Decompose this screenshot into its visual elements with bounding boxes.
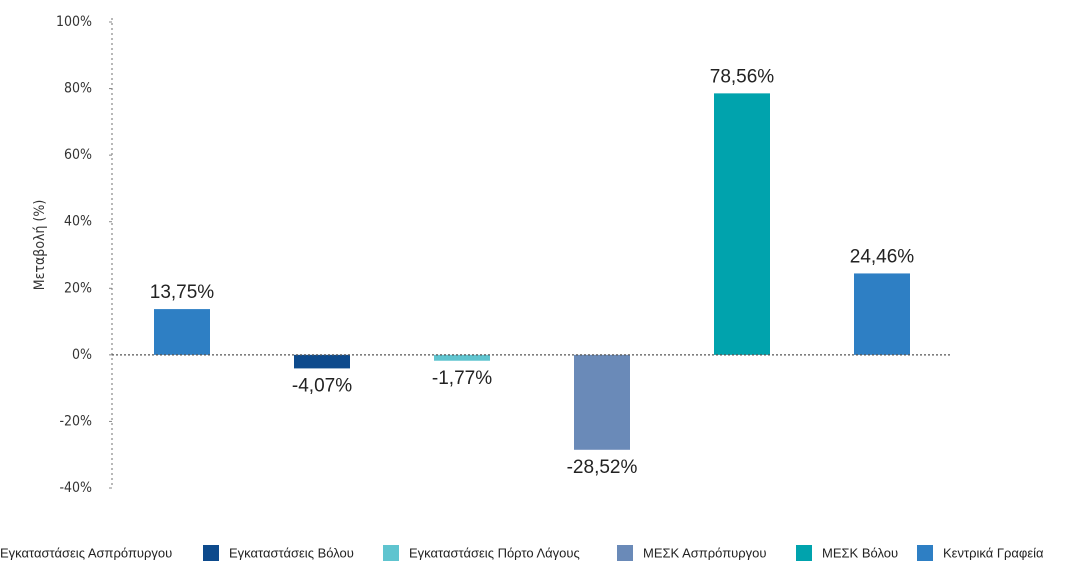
legend-swatch <box>203 545 219 561</box>
value-label: 78,56% <box>710 66 775 87</box>
y-tick-label: 100% <box>56 14 92 30</box>
legend-swatch <box>796 545 812 561</box>
bar <box>574 354 630 450</box>
bar <box>154 309 210 355</box>
legend-label: Εγκαταστάσεις Βόλου <box>229 545 354 560</box>
y-tick-label: 0% <box>72 347 92 363</box>
value-label: 24,46% <box>850 246 915 267</box>
bar <box>854 273 910 355</box>
legend-swatch <box>617 545 633 561</box>
bar <box>294 354 350 369</box>
y-axis-label: Μεταβολή (%) <box>32 200 48 291</box>
y-tick-label: -20% <box>59 413 92 429</box>
value-label: -4,07% <box>292 375 352 396</box>
legend-label: ΜΕΣΚ Βόλου <box>822 545 898 560</box>
legend-label: ΜΕΣΚ Ασπρόπυργου <box>643 545 767 560</box>
bar <box>434 354 490 361</box>
y-tick-label: -40% <box>59 480 92 496</box>
y-tick-label: 40% <box>64 214 92 230</box>
legend-swatch <box>917 545 933 561</box>
y-tick-label: 80% <box>64 81 92 97</box>
y-tick-label: 60% <box>64 147 92 163</box>
value-label: -1,77% <box>432 368 492 389</box>
bar <box>714 93 770 355</box>
y-tick-label: 20% <box>64 280 92 296</box>
legend-swatch <box>383 545 399 561</box>
legend-label: Κεντρικά Γραφεία <box>943 545 1044 560</box>
value-label: -28,52% <box>567 457 638 478</box>
legend-label: Εγκαταστάσεις Ασπρόπυργου <box>0 545 172 560</box>
legend-label: Εγκαταστάσεις Πόρτο Λάγους <box>409 545 580 560</box>
value-label: 13,75% <box>150 282 215 303</box>
